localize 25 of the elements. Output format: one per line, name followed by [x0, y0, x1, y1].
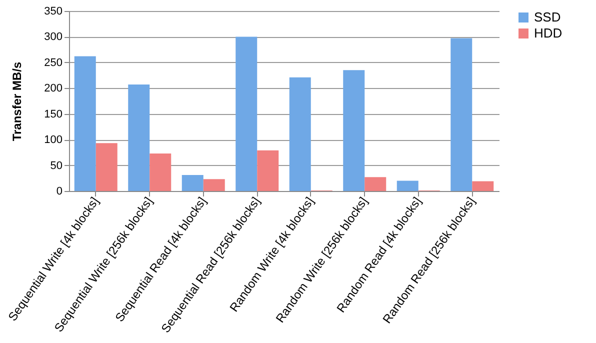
- bar: [236, 36, 258, 191]
- bar: [472, 181, 494, 191]
- legend-label: HDD: [534, 26, 562, 40]
- y-tick-label: 350: [44, 6, 62, 18]
- y-axis-title: Transfer MB/s: [10, 61, 24, 142]
- bar: [128, 84, 150, 191]
- y-tick-label: 50: [50, 160, 62, 172]
- bar: [96, 143, 118, 191]
- bar: [364, 177, 386, 191]
- bar: [203, 179, 225, 191]
- y-tick-label: 250: [44, 56, 62, 69]
- bar: [257, 150, 279, 191]
- y-tick-label: 100: [44, 134, 62, 146]
- legend-label: SSD: [534, 10, 561, 24]
- bar: [450, 38, 472, 191]
- y-tick-label: 200: [44, 82, 62, 95]
- bar: [289, 77, 311, 191]
- y-tick-label: 300: [44, 31, 62, 44]
- y-tick-label: 150: [44, 108, 62, 120]
- bar: [150, 153, 172, 191]
- bar: [396, 180, 418, 191]
- y-tick-label: 0: [56, 186, 62, 198]
- bar: [74, 56, 96, 191]
- bar: [182, 175, 204, 191]
- bar: [343, 70, 365, 191]
